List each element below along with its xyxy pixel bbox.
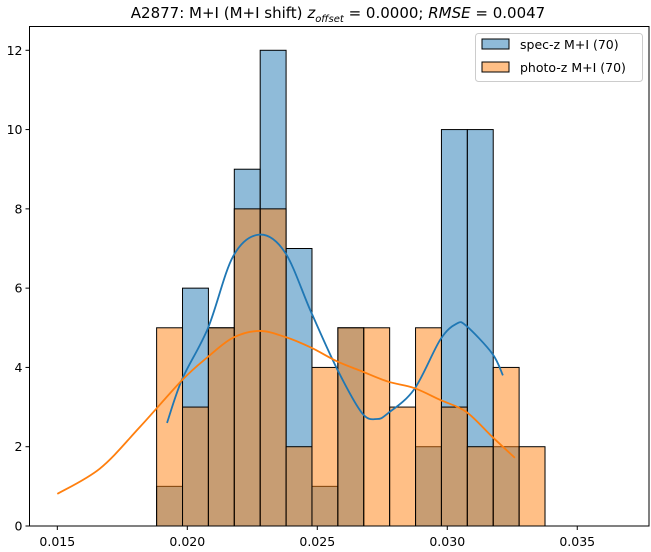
photo-z-bar [233,208,261,527]
kde-layer [56,233,516,495]
y-tick-label: 6 [15,281,23,296]
photo-z-bar [415,327,442,527]
photo-z-bar [389,406,417,527]
y-tick-label: 10 [7,122,23,137]
photo-z-bar [285,446,313,527]
x-tick-label: 0.030 [429,534,465,549]
legend-swatch-spec [481,38,510,50]
x-tick-label: 0.035 [559,534,595,549]
y-tick-label: 2 [15,439,23,454]
legend-label-photo: photo-z M+I (70) [520,60,626,75]
photo-z-bar [182,406,209,527]
x-tick-label: 0.025 [299,534,335,549]
legend: spec-z M+I (70) photo-z M+I (70) [475,33,643,82]
photo-z-bar [156,327,184,527]
chart-title: A2877: M+I (M+I shift) zoffset = 0.0000;… [131,4,545,25]
y-tick-label: 12 [7,43,23,58]
photo-z-bar [466,446,494,527]
photo-z-bar [518,446,546,527]
y-tick-label: 0 [15,519,23,534]
x-tick-label: 0.015 [39,534,75,549]
bars-layer [156,49,546,527]
photo-z-bar [363,327,391,527]
y-tick-label: 8 [15,201,23,216]
spec-z-kde-line [166,233,504,424]
photo-z-bar [492,366,520,527]
photo-z-bar [440,406,468,527]
axes-frame [29,26,650,527]
y-tick-label: 4 [15,360,23,375]
photo-z-bar [259,208,287,527]
photo-z-bar [337,327,365,527]
y-axis: 0 2 4 6 8 10 12 [7,43,30,534]
legend-label-spec: spec-z M+I (70) [520,37,619,52]
photo-z-bar [207,327,235,527]
photo-z-kde-line [56,330,516,495]
legend-swatch-photo [481,61,510,73]
x-axis: 0.015 0.020 0.025 0.030 0.035 [39,526,595,549]
x-tick-label: 0.020 [169,534,205,549]
photo-z-bar [311,366,339,527]
legend-box [475,33,643,82]
